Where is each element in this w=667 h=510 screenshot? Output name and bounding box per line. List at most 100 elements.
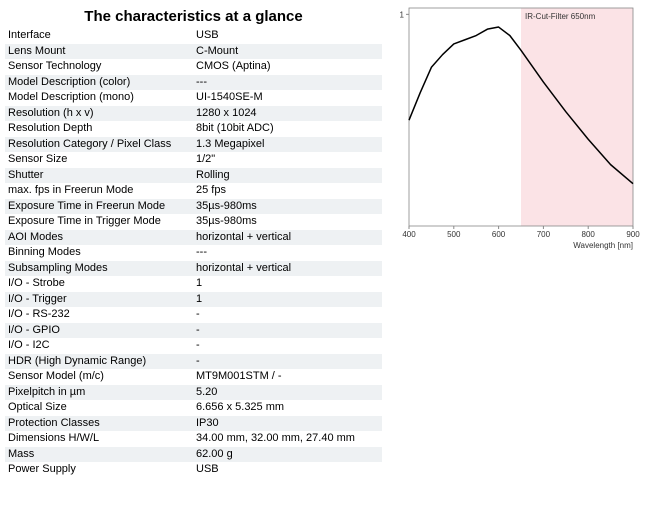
spec-value: UI-1540SE-M [196,91,263,103]
spec-label: Resolution Category / Pixel Class [8,137,172,150]
spec-table: Interface USB Lens Mount C-Mount Sensor Tech… [5,28,382,478]
spec-label: Sensor Technology [8,60,102,72]
spec-value: - [196,323,200,336]
table-row: Sensor Size 1/2" [5,152,382,168]
spec-label: Resolution Depth [8,122,93,134]
x-tick-label: 600 [492,230,506,239]
spec-value: 34.00 mm, 32.00 mm, 27.40 mm [196,432,355,444]
chart: IR-Cut-Filter 650nm 400 500 600 700 800 900 1 Wa… [400,7,640,250]
spec-value: USB [196,29,219,41]
table-row: I/O - RS-232 - [5,307,382,323]
spec-label: Model Description (color) [8,75,131,88]
spec-value: Rolling [196,168,230,181]
table-row: Subsampling Modes horizontal + vertical [5,260,382,276]
spec-value: 35µs-980ms [196,215,257,227]
spec-value: --- [196,75,207,88]
table-row: Shutter Rolling [5,167,382,183]
spec-value: CMOS (Aptina) [196,60,271,72]
table-row: I/O - I2C - [5,338,382,354]
spec-label: Exposure Time in Freerun Mode [8,199,166,212]
table-row: I/O - Trigger 1 [5,291,382,307]
title: The characteristics at a glance [84,8,303,25]
spec-value: MT9M001STM / - [196,370,282,382]
table-row: Sensor Technology CMOS (Aptina) [5,59,382,75]
spec-label: Pixelpitch in µm [8,385,86,398]
table-row: AOI Modes horizontal + vertical [5,229,382,245]
spec-label: I/O - Strobe [8,277,65,289]
table-row: Resolution (h x v) 1280 x 1024 [5,105,382,121]
region-label: IR-Cut-Filter 650nm [525,12,596,21]
spec-value: 25 fps [196,184,226,196]
spec-label: AOI Modes [8,230,64,243]
x-tick-label: 400 [402,230,416,239]
spec-label: Sensor Model (m/c) [8,370,104,382]
spec-value: - [196,339,200,351]
spec-label: I/O - I2C [8,339,50,351]
x-tick-label: 900 [626,230,640,239]
spec-value: 1280 x 1024 [196,106,257,119]
spec-value: 1 [196,277,203,289]
spec-value: 1 [196,292,203,305]
table-row: Dimensions H/W/L 34.00 mm, 32.00 mm, 27.4… [5,431,382,447]
spec-value: USB [196,463,219,475]
spec-label: Sensor Size [8,153,68,165]
table-row: Resolution Depth 8bit (10bit ADC) [5,121,382,137]
table-row: max. fps in Freerun Mode 25 fps [5,183,382,199]
spec-label: I/O - GPIO [8,323,60,336]
spec-label: HDR (High Dynamic Range) [8,354,147,367]
x-tick-label: 700 [537,230,551,239]
table-row: I/O - GPIO - [5,322,382,338]
ir-cut-region [521,8,633,226]
spec-value: horizontal + vertical [196,261,292,274]
table-row: HDR (High Dynamic Range) - [5,353,382,369]
spec-label: Shutter [8,168,44,181]
response-curve [408,26,634,185]
spec-label: Optical Size [8,401,67,413]
spec-label: Model Description (mono) [8,91,134,103]
spec-label: Dimensions H/W/L [8,432,100,444]
plot-frame [408,7,634,227]
table-row: Power Supply USB [5,462,382,478]
table-row: Pixelpitch in µm 5.20 [5,384,382,400]
y-tick-label: 1 [400,10,405,19]
spec-value: 1.3 Megapixel [196,137,265,150]
table-row: Model Description (color) --- [5,74,382,90]
table-row: I/O - Strobe 1 [5,276,382,292]
x-tick-label: 500 [447,230,461,239]
table-row: Model Description (mono) UI-1540SE-M [5,90,382,106]
spec-label: I/O - RS-232 [8,308,70,320]
x-tick-label: 800 [582,230,596,239]
table-row: Lens Mount C-Mount [5,43,382,59]
table-row: Mass 62.00 g [5,446,382,462]
spec-value: 8bit (10bit ADC) [196,122,274,134]
table-row: Resolution Category / Pixel Class 1.3 Meg… [5,136,382,152]
spec-value: 6.656 x 5.325 mm [196,401,285,413]
spec-value: 1/2" [196,153,216,165]
spec-value: - [196,354,200,367]
spec-value: --- [196,246,207,258]
spec-value: horizontal + vertical [196,230,292,243]
table-row: Sensor Model (m/c) MT9M001STM / - [5,369,382,385]
table-row: Interface USB [5,28,382,44]
spec-label: Mass [8,447,35,460]
spec-value: 62.00 g [196,447,233,460]
spec-value: 5.20 [196,385,218,398]
spec-label: Subsampling Modes [8,261,108,274]
table-row: Optical Size 6.656 x 5.325 mm [5,400,382,416]
spec-label: Protection Classes [8,416,100,429]
spec-label: Power Supply [8,463,76,475]
spec-label: Exposure Time in Trigger Mode [8,215,161,227]
spec-label: I/O - Trigger [8,292,67,305]
spec-value: IP30 [196,416,219,429]
table-row: Protection Classes IP30 [5,415,382,431]
spec-value: - [196,308,200,320]
spec-label: Binning Modes [8,246,81,258]
table-row: Exposure Time in Freerun Mode 35µs-980ms [5,198,382,214]
spec-label: Interface [8,29,51,41]
spec-value: 35µs-980ms [196,199,257,212]
table-row: Exposure Time in Trigger Mode 35µs-980ms [5,214,382,230]
spec-label: Lens Mount [8,44,66,57]
spec-label: Resolution (h x v) [8,106,94,119]
spec-value: C-Mount [196,44,239,57]
